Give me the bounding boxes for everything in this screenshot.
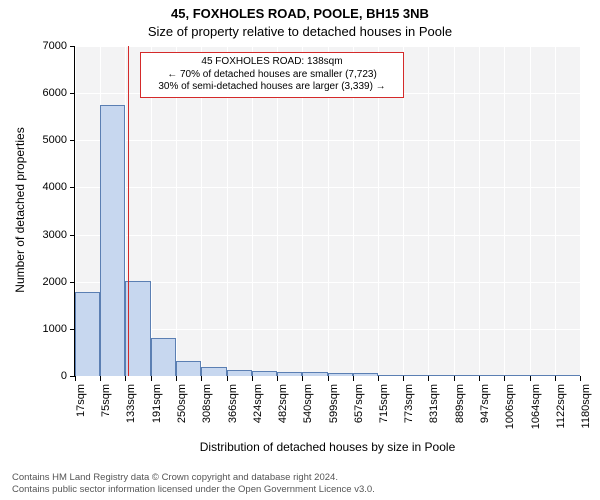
footer-line1: Contains HM Land Registry data © Crown c… [12, 472, 375, 484]
histogram-bar [530, 375, 555, 376]
histogram-bar [454, 375, 479, 376]
x-tick-label: 1006sqm [504, 384, 516, 429]
gridline-vertical [504, 46, 505, 376]
x-axis-label: Distribution of detached houses by size … [75, 440, 580, 454]
histogram-bar [176, 361, 201, 376]
y-tick-label: 1000 [43, 323, 67, 335]
chart-title-line1: 45, FOXHOLES ROAD, POOLE, BH15 3NB [0, 6, 600, 21]
y-axis-label: Number of detached properties [13, 45, 27, 375]
footer-line2: Contains public sector information licen… [12, 484, 375, 496]
x-tick-label: 889sqm [454, 384, 466, 423]
x-tick-mark [176, 376, 177, 381]
x-tick-mark [403, 376, 404, 381]
y-tick-label: 5000 [43, 134, 67, 146]
y-tick-label: 3000 [43, 229, 67, 241]
y-tick-label: 4000 [43, 181, 67, 193]
annotation-line: 30% of semi-detached houses are larger (… [147, 81, 397, 94]
annotation-line: ← 70% of detached houses are smaller (7,… [147, 69, 397, 82]
histogram-bar [504, 375, 529, 376]
histogram-bar [353, 373, 378, 376]
x-tick-label: 657sqm [353, 384, 365, 423]
x-tick-label: 599sqm [328, 384, 340, 423]
histogram-bar [252, 371, 277, 376]
gridline-vertical [428, 46, 429, 376]
x-tick-mark [504, 376, 505, 381]
histogram-bar [302, 372, 328, 376]
x-tick-label: 17sqm [75, 384, 87, 417]
plot-area: 0100020003000400050006000700017sqm75sqm1… [75, 46, 580, 376]
x-tick-label: 1064sqm [530, 384, 542, 429]
x-tick-label: 133sqm [125, 384, 137, 423]
histogram-bar [403, 375, 428, 376]
y-tick-label: 6000 [43, 87, 67, 99]
x-tick-label: 424sqm [252, 384, 264, 423]
x-tick-mark [75, 376, 76, 381]
x-tick-mark [454, 376, 455, 381]
x-tick-label: 947sqm [479, 384, 491, 423]
y-tick-label: 0 [61, 370, 67, 382]
x-tick-mark [302, 376, 303, 381]
histogram-bar [125, 281, 150, 376]
histogram-bar [479, 375, 505, 376]
x-tick-mark [277, 376, 278, 381]
histogram-bar [378, 375, 403, 376]
x-tick-mark [353, 376, 354, 381]
histogram-bar [201, 367, 226, 376]
x-tick-label: 1180sqm [580, 384, 592, 428]
x-tick-label: 308sqm [201, 384, 213, 423]
x-tick-mark [530, 376, 531, 381]
gridline-vertical [580, 46, 581, 376]
x-tick-mark [428, 376, 429, 381]
x-tick-label: 75sqm [100, 384, 112, 417]
gridline-vertical [454, 46, 455, 376]
x-tick-label: 482sqm [277, 384, 289, 423]
x-tick-mark [252, 376, 253, 381]
y-tick-label: 7000 [43, 40, 67, 52]
x-tick-mark [100, 376, 101, 381]
gridline-vertical [555, 46, 556, 376]
x-tick-mark [580, 376, 581, 381]
histogram-bar [428, 375, 453, 376]
annotation-box: 45 FOXHOLES ROAD: 138sqm← 70% of detache… [140, 52, 404, 98]
chart-container: 45, FOXHOLES ROAD, POOLE, BH15 3NB Size … [0, 0, 600, 500]
x-tick-mark [555, 376, 556, 381]
chart-title-line2: Size of property relative to detached ho… [0, 24, 600, 39]
x-tick-label: 1122sqm [555, 384, 567, 428]
histogram-bar [151, 338, 177, 376]
histogram-bar [100, 105, 125, 376]
annotation-line: 45 FOXHOLES ROAD: 138sqm [147, 56, 397, 69]
x-tick-mark [125, 376, 126, 381]
x-tick-label: 191sqm [151, 384, 163, 423]
x-tick-label: 831sqm [428, 384, 440, 423]
x-tick-label: 366sqm [227, 384, 239, 423]
x-tick-mark [227, 376, 228, 381]
x-tick-mark [151, 376, 152, 381]
x-tick-label: 250sqm [176, 384, 188, 423]
histogram-bar [75, 292, 100, 376]
x-tick-mark [378, 376, 379, 381]
gridline-vertical [530, 46, 531, 376]
y-tick-label: 2000 [43, 276, 67, 288]
x-tick-label: 773sqm [403, 384, 415, 423]
histogram-bar [555, 375, 580, 376]
x-tick-mark [201, 376, 202, 381]
property-marker-line [128, 46, 129, 376]
x-tick-mark [479, 376, 480, 381]
histogram-bar [277, 372, 302, 376]
histogram-bar [328, 373, 353, 376]
x-tick-label: 715sqm [378, 384, 390, 423]
gridline-vertical [479, 46, 480, 376]
x-tick-mark [328, 376, 329, 381]
footer-attribution: Contains HM Land Registry data © Crown c… [12, 472, 375, 496]
histogram-bar [227, 370, 252, 376]
x-tick-label: 540sqm [302, 384, 314, 423]
